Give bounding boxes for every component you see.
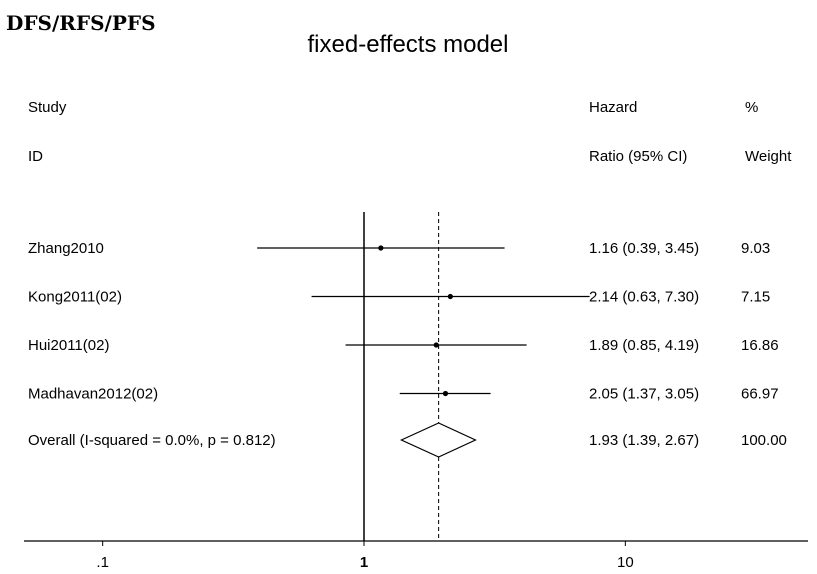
header-study: Study [28,99,67,116]
header-id: ID [28,148,43,165]
overall-hr-ci: 1.93 (1.39, 2.67) [589,432,699,449]
study-hr-ci: 1.16 (0.39, 3.45) [589,240,699,257]
study-label: Kong2011(02) [28,289,122,306]
study-point [447,293,453,300]
study-label: Madhavan2012(02) [28,386,158,403]
study-hr-ci: 2.14 (0.63, 7.30) [589,289,699,306]
study-hr-ci: 2.05 (1.37, 3.05) [589,386,699,403]
x-tick-label: 10 [617,554,634,571]
header-hazard: Hazard [589,99,637,116]
x-tick-label: 1 [360,554,368,571]
overall-weight: 100.00 [741,432,787,449]
study-hr-ci: 1.89 (0.85, 4.19) [589,337,699,354]
study-label: Hui2011(02) [28,337,109,354]
study-point [433,342,439,348]
study-label: Zhang2010 [28,240,104,257]
overall-label: Overall (I-squared = 0.0%, p = 0.812) [28,432,276,449]
study-point [442,390,449,397]
chart-title: fixed-effects model [308,31,509,58]
header-percent: % [745,99,758,116]
study-weight: 66.97 [741,386,779,403]
header-ratio-ci: Ratio (95% CI) [589,148,687,165]
study-weight: 9.03 [741,240,770,257]
study-weight: 16.86 [741,337,779,354]
study-weight: 7.15 [741,289,770,306]
overall-diamond [399,422,477,458]
panel-label: DFS/RFS/PFS [6,11,156,35]
study-point [378,245,384,251]
header-weight: Weight [745,148,792,165]
x-tick-label: .1 [96,554,109,571]
